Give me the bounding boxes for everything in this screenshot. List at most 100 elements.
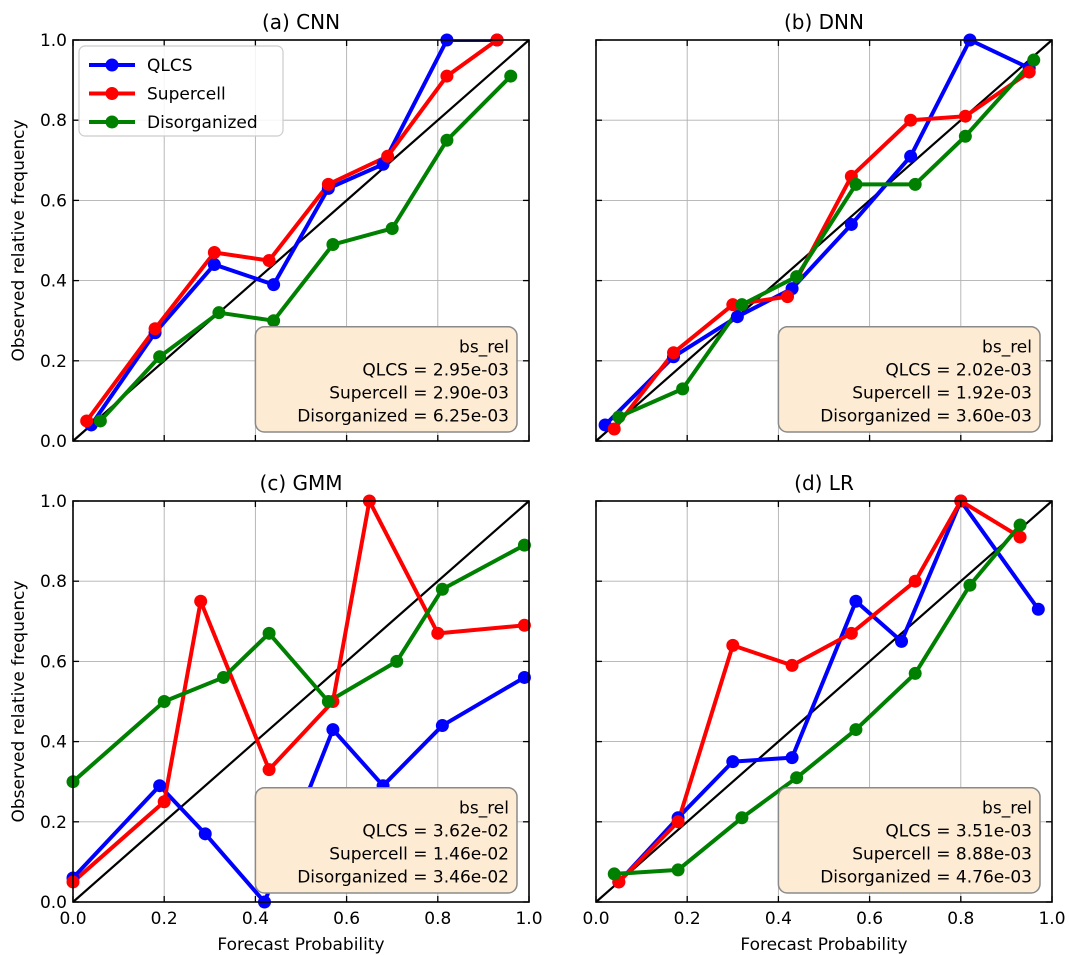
legend-label: QLCS bbox=[147, 56, 193, 76]
bs-rel-heading: bs_rel bbox=[459, 799, 509, 819]
data-point-supercell bbox=[1013, 530, 1027, 544]
series-line-supercell bbox=[612, 70, 1031, 431]
series-group bbox=[614, 501, 1040, 884]
data-point-supercell bbox=[908, 574, 922, 588]
data-point-disorganized bbox=[735, 811, 749, 825]
data-point-qlcs bbox=[207, 258, 221, 272]
bs-rel-heading: bs_rel bbox=[459, 338, 509, 358]
series-group bbox=[603, 40, 1036, 431]
panel-2: (b) DNN bs_rel QLCS = 2.02e-03 Supercell = … bbox=[595, 10, 1053, 442]
y-tick-label: 1.0 bbox=[40, 492, 67, 512]
data-point-supercell bbox=[904, 113, 918, 127]
data-point-supercell bbox=[321, 177, 335, 191]
y-tick-label: 0.0 bbox=[40, 432, 67, 452]
legend-label: Supercell bbox=[147, 85, 226, 105]
markers-group bbox=[607, 494, 1045, 889]
y-tick-label: 1.0 bbox=[40, 31, 67, 51]
bs-rel-value: Disorganized = 6.25e-03 bbox=[297, 407, 509, 427]
data-point-supercell bbox=[785, 658, 799, 672]
legend-label: Disorganized bbox=[147, 113, 258, 133]
x-tick-label: 0.4 bbox=[765, 909, 792, 929]
x-tick-label: 0.8 bbox=[424, 909, 451, 929]
data-point-disorganized bbox=[440, 133, 454, 147]
x-tick-label: 1.0 bbox=[515, 909, 542, 929]
x-tick-label: 0.6 bbox=[856, 909, 883, 929]
data-point-disorganized bbox=[908, 177, 922, 191]
data-point-disorganized bbox=[517, 538, 531, 552]
data-point-disorganized bbox=[671, 863, 685, 877]
panel-title: (a) CNN bbox=[262, 10, 340, 34]
series-line-qlcs bbox=[603, 40, 1031, 427]
y-tick-label: 0.6 bbox=[40, 652, 67, 672]
bs-rel-value: Disorganized = 3.46e-02 bbox=[297, 868, 509, 888]
series-line-supercell bbox=[85, 40, 499, 423]
data-point-supercell bbox=[440, 69, 454, 83]
data-point-supercell bbox=[194, 594, 208, 608]
data-point-disorganized bbox=[676, 382, 690, 396]
data-point-qlcs bbox=[730, 310, 744, 324]
data-point-qlcs bbox=[844, 217, 858, 231]
y-tick-label: 0.2 bbox=[40, 352, 67, 372]
series-line-disorganized bbox=[73, 543, 526, 784]
data-point-disorganized bbox=[790, 270, 804, 284]
bs-rel-value: QLCS = 3.62e-02 bbox=[362, 822, 509, 842]
data-point-disorganized bbox=[435, 582, 449, 596]
data-point-disorganized bbox=[612, 410, 626, 424]
data-point-supercell bbox=[207, 246, 221, 260]
data-point-disorganized bbox=[262, 626, 276, 640]
data-point-qlcs bbox=[326, 723, 340, 737]
panel-1: 0.0 0.2 0.4 0.6 0.8 1.0 (a) CNN Observed relati… bbox=[9, 10, 530, 452]
data-point-disorganized bbox=[267, 314, 281, 328]
data-point-disorganized bbox=[93, 414, 107, 428]
data-point-supercell bbox=[1022, 65, 1036, 79]
data-point-qlcs bbox=[726, 755, 740, 769]
x-axis-label: Forecast Probability bbox=[217, 935, 384, 955]
data-point-disorganized bbox=[504, 69, 518, 83]
data-point-supercell bbox=[726, 638, 740, 652]
legend-swatch-marker bbox=[105, 58, 119, 72]
legend-swatch-marker bbox=[105, 115, 119, 129]
data-point-disorganized bbox=[157, 695, 171, 708]
data-point-qlcs bbox=[153, 779, 167, 793]
data-point-qlcs bbox=[785, 751, 799, 765]
data-point-qlcs bbox=[904, 149, 918, 163]
bs-rel-value: Supercell = 1.46e-02 bbox=[329, 845, 509, 865]
data-point-qlcs bbox=[849, 594, 863, 608]
bs-rel-value: Supercell = 1.92e-03 bbox=[852, 384, 1032, 404]
plot-frame bbox=[72, 39, 530, 442]
data-point-supercell bbox=[157, 795, 171, 809]
data-point-disorganized bbox=[1013, 518, 1027, 532]
panel-title: (d) LR bbox=[794, 471, 854, 495]
panel-title: (c) GMM bbox=[260, 471, 343, 495]
data-point-disorganized bbox=[326, 238, 340, 252]
bs-rel-heading: bs_rel bbox=[982, 799, 1032, 819]
x-axis-label: Forecast Probability bbox=[740, 935, 907, 955]
bs-rel-box bbox=[777, 325, 1041, 433]
data-point-supercell bbox=[671, 815, 685, 829]
legend-box bbox=[78, 45, 284, 137]
bs-rel-box bbox=[777, 786, 1041, 894]
data-point-disorganized bbox=[607, 867, 621, 881]
x-tick-label: 0.8 bbox=[947, 909, 974, 929]
data-point-supercell bbox=[844, 626, 858, 640]
data-point-supercell bbox=[381, 149, 395, 163]
data-point-supercell bbox=[262, 763, 276, 777]
panel-3: 0.0 0.2 0.4 0.6 0.8 1.0 0.0 0.2 0.4 0.6 0.8 1.0 (c) … bbox=[9, 471, 543, 955]
panel-title: (b) DNN bbox=[784, 10, 864, 34]
data-point-disorganized bbox=[212, 306, 226, 320]
data-point-disorganized bbox=[216, 670, 230, 684]
data-point-disorganized bbox=[849, 177, 863, 191]
data-point-supercell bbox=[262, 254, 276, 268]
series-line-disorganized bbox=[614, 523, 1022, 876]
data-point-qlcs bbox=[267, 278, 281, 292]
plot-frame bbox=[595, 500, 1053, 903]
perfect-reliability-line bbox=[72, 500, 530, 903]
data-point-disorganized bbox=[735, 298, 749, 312]
x-tick-label: 0.2 bbox=[674, 909, 701, 929]
data-point-disorganized bbox=[390, 654, 404, 668]
markers-group bbox=[598, 33, 1041, 436]
bs-rel-box bbox=[254, 325, 518, 433]
x-tick-label: 0.6 bbox=[333, 909, 360, 929]
x-tick-label: 1.0 bbox=[1038, 909, 1065, 929]
